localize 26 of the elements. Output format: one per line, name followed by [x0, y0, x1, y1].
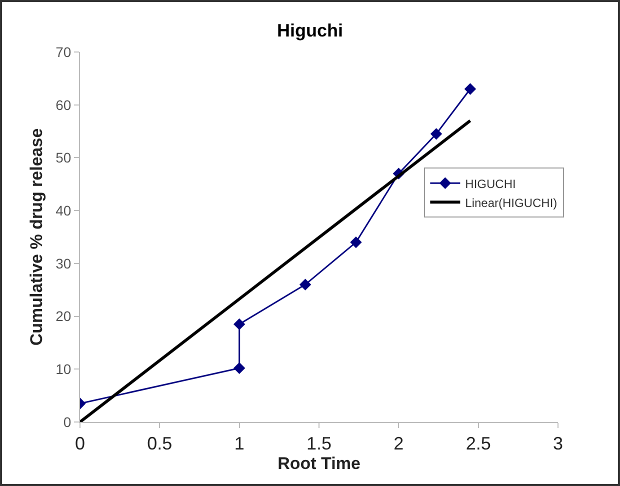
point — [464, 83, 476, 95]
x-tick-label: 2.5 — [466, 434, 491, 454]
point — [430, 128, 442, 140]
legend-label: HIGUCHI — [465, 176, 516, 191]
y-tick-label: 60 — [56, 96, 72, 113]
chart-title: Higuchi — [277, 20, 343, 40]
y-tick-label: 0 — [63, 414, 72, 430]
legend-label: Linear(HIGUCHI) — [465, 196, 558, 210]
x-tick-label: 0.5 — [147, 434, 172, 454]
x-tick-label: 1.5 — [306, 434, 332, 454]
point — [233, 362, 246, 374]
y-tick-label: 10 — [56, 361, 72, 378]
x-tick-label: 0 — [74, 434, 86, 454]
y-tick-label: 30 — [56, 255, 72, 272]
x-axis-title: Root Time — [278, 454, 360, 473]
y-axis-title: Cumulative % drug release — [27, 128, 46, 346]
y-tick-label: 20 — [56, 308, 72, 324]
point — [350, 236, 362, 248]
x-tick-label: 3 — [552, 434, 564, 454]
y-tick-label: 70 — [56, 44, 72, 60]
x-tick-label: 2 — [394, 434, 404, 454]
y-tick-label: 50 — [56, 150, 72, 166]
point — [299, 278, 312, 290]
y-tick-label: 40 — [56, 202, 72, 218]
point — [233, 318, 246, 330]
x-tick-label: 1 — [234, 434, 244, 454]
